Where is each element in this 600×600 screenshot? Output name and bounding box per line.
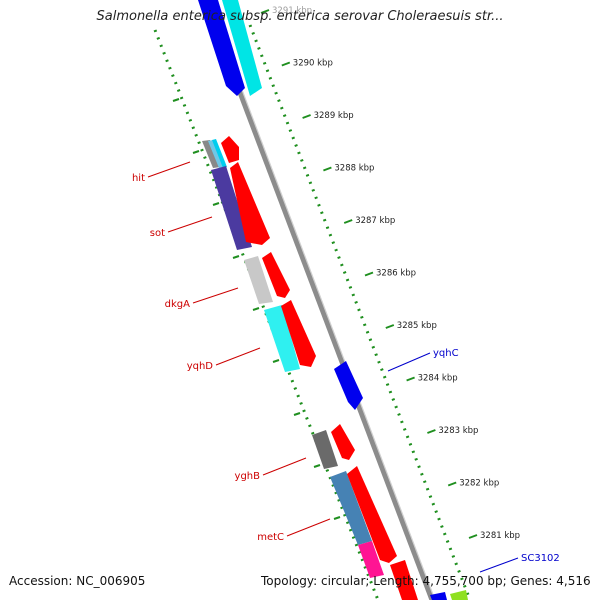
ruler-tick-label: 3285 kbp (397, 321, 437, 331)
gene-label: yqhC (433, 348, 459, 359)
reverse-strand-genes (198, 0, 384, 578)
ruler-tick-label: 3286 kbp (376, 269, 416, 279)
gene-label: SC3102 (521, 553, 560, 564)
gene-forward-top (222, 0, 262, 96)
topology-label: Topology: circular; Length: 4,755,700 bp… (261, 574, 591, 588)
gene-yqhC-arrow (334, 361, 363, 410)
ruler-tick-label: 3290 kbp (293, 59, 333, 69)
ruler-tick-label: 3281 kbp (480, 531, 520, 541)
ruler-tick (406, 376, 415, 382)
gene-dkgA-block (244, 256, 273, 304)
ruler-tick-label: 3289 kbp (314, 111, 354, 121)
backbone (202, 0, 436, 600)
gene-metC-block (330, 471, 372, 545)
ruler-tick-label: 3283 kbp (438, 426, 478, 436)
outer-dotted-ring (248, 24, 472, 600)
ruler-tick (302, 114, 311, 119)
ruler-tick-label: 3291 kbp (272, 6, 312, 16)
forward-strand-genes (221, 0, 418, 600)
ruler-tick (323, 166, 332, 172)
inner-ring-ticks (172, 98, 341, 520)
label-leaders (147, 161, 519, 573)
gene-yghB-block (312, 430, 338, 469)
ruler-tick (427, 429, 436, 434)
ruler-tick-label: 3288 kbp (334, 164, 374, 174)
accession-label: Accession: NC_006905 (9, 574, 146, 588)
gene-sot-block (211, 166, 252, 250)
ruler-tick (343, 219, 353, 224)
ruler-tick (468, 534, 478, 539)
map-title: Salmonella enterica subsp. enterica sero… (96, 9, 504, 24)
ruler-tick-label: 3284 kbp (418, 374, 458, 384)
gene-label: yqhD (187, 361, 214, 372)
gene-label: dkgA (165, 299, 190, 310)
ruler-tick-label: 3287 kbp (355, 216, 395, 226)
ruler-tick-label: 3282 kbp (459, 479, 499, 489)
ruler-ticks: 3291 kbp 3290 kbp 3289 kbp 3288 kbp 3287 kbp… (260, 6, 520, 541)
gene-reverse-top (198, 0, 245, 96)
ruler-tick (281, 61, 291, 67)
gene-label: yghB (235, 471, 261, 482)
gene-yqhD-block (264, 305, 300, 372)
bottom-genes (430, 590, 468, 600)
gene-labels: hit sot dkgA yqhD yqhC yghB metC SC3102 (132, 173, 560, 564)
gene-label: metC (257, 532, 284, 543)
ruler-tick (385, 324, 395, 329)
gene-label: hit (132, 173, 145, 184)
gene-label: sot (150, 228, 165, 239)
ruler-tick (260, 9, 270, 14)
ruler-tick (364, 271, 374, 277)
ruler-tick (447, 481, 457, 487)
